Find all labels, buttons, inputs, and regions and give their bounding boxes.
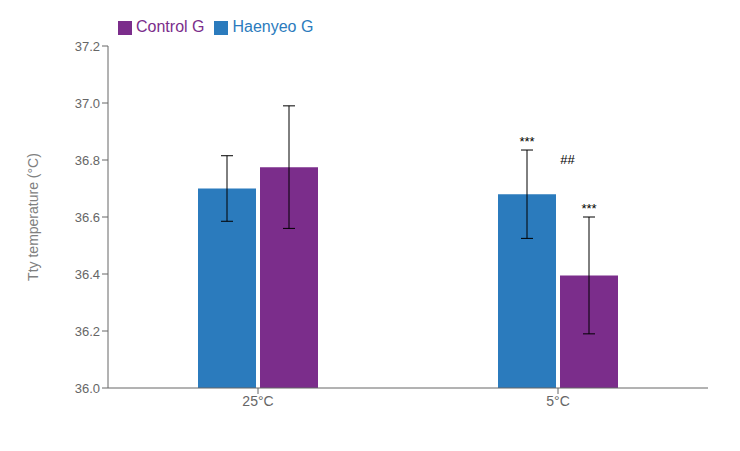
svg-text:5°C: 5°C — [546, 393, 570, 409]
svg-text:25°C: 25°C — [242, 393, 273, 409]
html-text:Haenyeo G: Haenyeo G — [232, 18, 314, 35]
html-text:Control G: Control G — [136, 18, 205, 35]
svg-text:***: *** — [581, 201, 596, 216]
svg-text:##: ## — [560, 152, 575, 167]
svg-text:***: *** — [519, 134, 534, 149]
svg-text:37.0: 37.0 — [75, 96, 100, 111]
svg-text:36.6: 36.6 — [75, 210, 100, 225]
svg-text:Tty temperature (°C): Tty temperature (°C) — [25, 153, 41, 281]
svg-text:36.4: 36.4 — [75, 267, 100, 282]
svg-text:37.2: 37.2 — [75, 39, 100, 54]
svg-text:36.8: 36.8 — [75, 153, 100, 168]
svg-text:36.0: 36.0 — [75, 381, 100, 396]
svg-text:36.2: 36.2 — [75, 324, 100, 339]
